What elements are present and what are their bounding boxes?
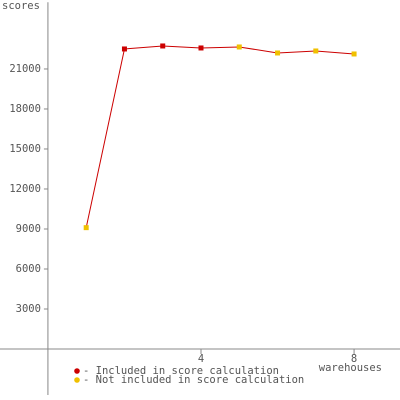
- legend-marker: [74, 377, 80, 383]
- legend-label: - Included in score calculation: [83, 365, 279, 377]
- y-tick-label: 18000: [9, 103, 41, 115]
- point: [83, 225, 89, 231]
- y-tick-label: 6000: [16, 263, 41, 275]
- point: [351, 51, 357, 57]
- x-tick-label: 4: [198, 353, 204, 365]
- y-axis-label: scores: [2, 0, 40, 12]
- point: [275, 50, 281, 56]
- y-tick-label: 12000: [9, 183, 41, 195]
- point: [121, 46, 127, 52]
- y-tick-label: 15000: [9, 143, 41, 155]
- line: [85, 45, 355, 228]
- point: [198, 45, 204, 51]
- point: [313, 48, 319, 54]
- x-tick-label: 8: [351, 353, 357, 365]
- legend-marker: [74, 368, 80, 374]
- y-tick-label: 9000: [16, 223, 41, 235]
- point: [160, 43, 166, 49]
- x-axis-label: warehouses: [319, 362, 382, 374]
- legend-label: - Not included in score calculation: [83, 374, 304, 386]
- point: [236, 44, 242, 50]
- y-tick-label: 3000: [16, 303, 41, 315]
- y-tick-label: 21000: [9, 63, 41, 75]
